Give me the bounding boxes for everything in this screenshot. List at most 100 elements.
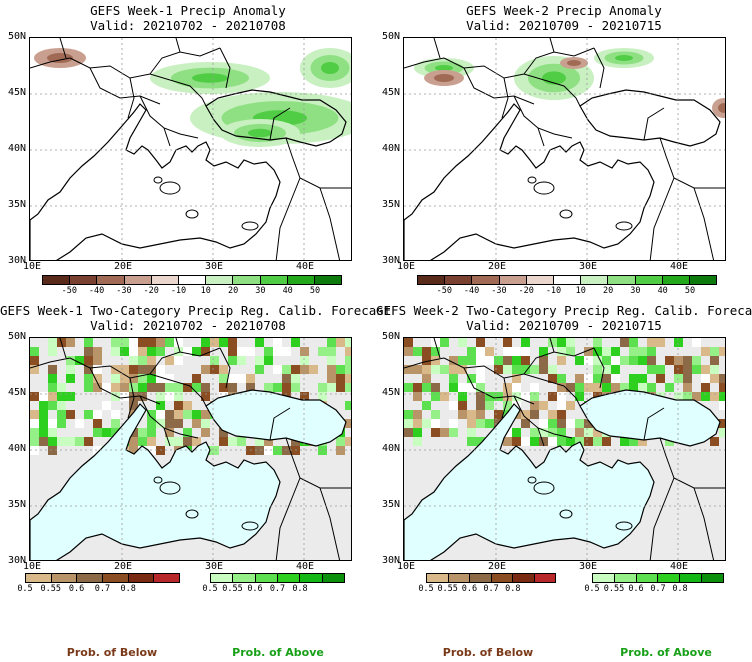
colorbar-swatch xyxy=(103,574,129,582)
lat-label: 40N xyxy=(7,443,26,454)
lon-label: 10E xyxy=(22,561,42,572)
lat-label: 40N xyxy=(381,143,400,154)
panel-week1-two-category: GEFS Week-1 Two-Category Precip Reg. Cal… xyxy=(0,300,392,662)
lon-label: 20E xyxy=(113,261,133,272)
colorbar-swatch xyxy=(526,276,554,284)
lat-label: 30N xyxy=(381,255,400,266)
prob-above-label: Prob. of Above xyxy=(232,646,324,659)
below-colorbar xyxy=(426,573,556,583)
colorbar-swatch xyxy=(491,574,513,582)
lat-label: 45N xyxy=(7,387,26,398)
map-week1-two-category xyxy=(29,337,352,561)
colorbar-label: 0.7 xyxy=(650,584,666,594)
lat-label: 30N xyxy=(7,255,26,266)
panel-title: GEFS Week-2 Two-Category Precip Reg. Cal… xyxy=(376,303,752,318)
colorbar-swatch xyxy=(26,574,52,582)
panel-title: GEFS Week-1 Precip Anomaly xyxy=(90,3,286,18)
panel-valid: Valid: 20210709 - 20210715 xyxy=(466,318,662,333)
colorbar-swatch xyxy=(534,574,555,582)
colorbar-swatch xyxy=(581,276,609,284)
precip-anomaly-field xyxy=(30,38,351,260)
colorbar-swatch xyxy=(689,276,717,284)
colorbar-swatch xyxy=(70,276,98,284)
colorbar-swatch xyxy=(322,574,344,582)
panel-valid: Valid: 20210702 - 20210708 xyxy=(90,18,286,33)
colorbar-label: -40 xyxy=(463,286,480,296)
colorbar-label: 50 xyxy=(309,286,321,296)
lat-label: 50N xyxy=(7,331,26,342)
lon-label: 40E xyxy=(669,561,689,572)
colorbar-swatch xyxy=(233,276,261,284)
colorbar-label: 0.6 xyxy=(461,584,478,594)
lat-label: 50N xyxy=(381,31,400,42)
above-colorbar xyxy=(592,573,724,583)
lon-label: 30E xyxy=(204,561,224,572)
panel-week2-anomaly: GEFS Week-2 Precip Anomaly Valid: 202107… xyxy=(376,0,752,300)
colorbar-label: -30 xyxy=(116,286,132,296)
colorbar-label: -20 xyxy=(518,286,534,296)
below-colorbar xyxy=(25,573,180,583)
colorbar-swatch xyxy=(470,574,492,582)
lat-label: 35N xyxy=(7,499,26,510)
colorbar-swatch xyxy=(300,574,323,582)
colorbar-swatch xyxy=(97,276,125,284)
panel-title: GEFS Week-1 Two-Category Precip Reg. Cal… xyxy=(0,303,392,318)
lat-label: 45N xyxy=(381,387,400,398)
colorbar-label: 0.6 xyxy=(247,584,263,594)
colorbar-label: -10 xyxy=(545,286,562,296)
colorbar-label: -20 xyxy=(143,286,159,296)
colorbar-label: 0.8 xyxy=(292,584,308,594)
colorbar-label: 0.55 xyxy=(40,584,62,594)
lon-label: 20E xyxy=(113,561,133,572)
anomaly-colorbar xyxy=(417,275,717,285)
colorbar-label: 0.8 xyxy=(672,584,688,594)
colorbar-swatch xyxy=(418,276,446,284)
map-week2-two-category xyxy=(403,337,726,561)
colorbar-label: 0.5 xyxy=(17,584,33,594)
lon-label: 20E xyxy=(487,561,507,572)
colorbar-swatch xyxy=(43,276,71,284)
colorbar-swatch xyxy=(658,574,681,582)
lat-label: 35N xyxy=(381,499,400,510)
colorbar-swatch xyxy=(635,276,663,284)
lon-label: 40E xyxy=(295,261,315,272)
colorbar-swatch xyxy=(553,276,582,284)
colorbar-label: 40 xyxy=(282,286,293,296)
colorbar-swatch xyxy=(178,276,207,284)
anomaly-colorbar xyxy=(42,275,342,285)
panel-valid: Valid: 20210709 - 20210715 xyxy=(466,18,662,33)
lat-label: 35N xyxy=(381,199,400,210)
colorbar-label: -30 xyxy=(491,286,507,296)
colorbar-swatch xyxy=(233,574,256,582)
colorbar-label: -10 xyxy=(170,286,187,296)
colorbar-label: 0.5 xyxy=(584,584,600,594)
colorbar-swatch xyxy=(124,276,152,284)
colorbar-label: 30 xyxy=(630,286,641,296)
colorbar-swatch xyxy=(614,574,637,582)
colorbar-label: 50 xyxy=(684,286,696,296)
prob-below-label: Prob. of Below xyxy=(66,646,158,659)
lat-label: 30N xyxy=(381,555,400,566)
colorbar-label: 0.6 xyxy=(628,584,644,594)
colorbar-swatch xyxy=(154,574,180,582)
lon-label: 40E xyxy=(295,561,315,572)
panel-title: GEFS Week-2 Precip Anomaly xyxy=(466,3,662,18)
lon-label: 30E xyxy=(578,261,598,272)
probability-field xyxy=(404,338,725,560)
lat-label: 45N xyxy=(381,87,400,98)
colorbar-swatch xyxy=(472,276,500,284)
colorbar-swatch xyxy=(211,574,234,582)
colorbar-label: 0.55 xyxy=(603,584,625,594)
colorbar-swatch xyxy=(513,574,535,582)
map-week1-anomaly xyxy=(29,37,352,261)
lon-label: 40E xyxy=(669,261,689,272)
colorbar-swatch xyxy=(287,276,315,284)
colorbar-label: 0.6 xyxy=(68,584,85,594)
colorbar-label: 0.7 xyxy=(269,584,286,594)
colorbar-swatch xyxy=(662,276,690,284)
colorbar-swatch xyxy=(680,574,703,582)
prob-above-label: Prob. of Above xyxy=(620,646,712,659)
lon-label: 10E xyxy=(22,261,42,272)
lat-label: 40N xyxy=(7,143,26,154)
panel-week1-anomaly: GEFS Week-1 Precip Anomaly Valid: 202107… xyxy=(0,0,376,300)
